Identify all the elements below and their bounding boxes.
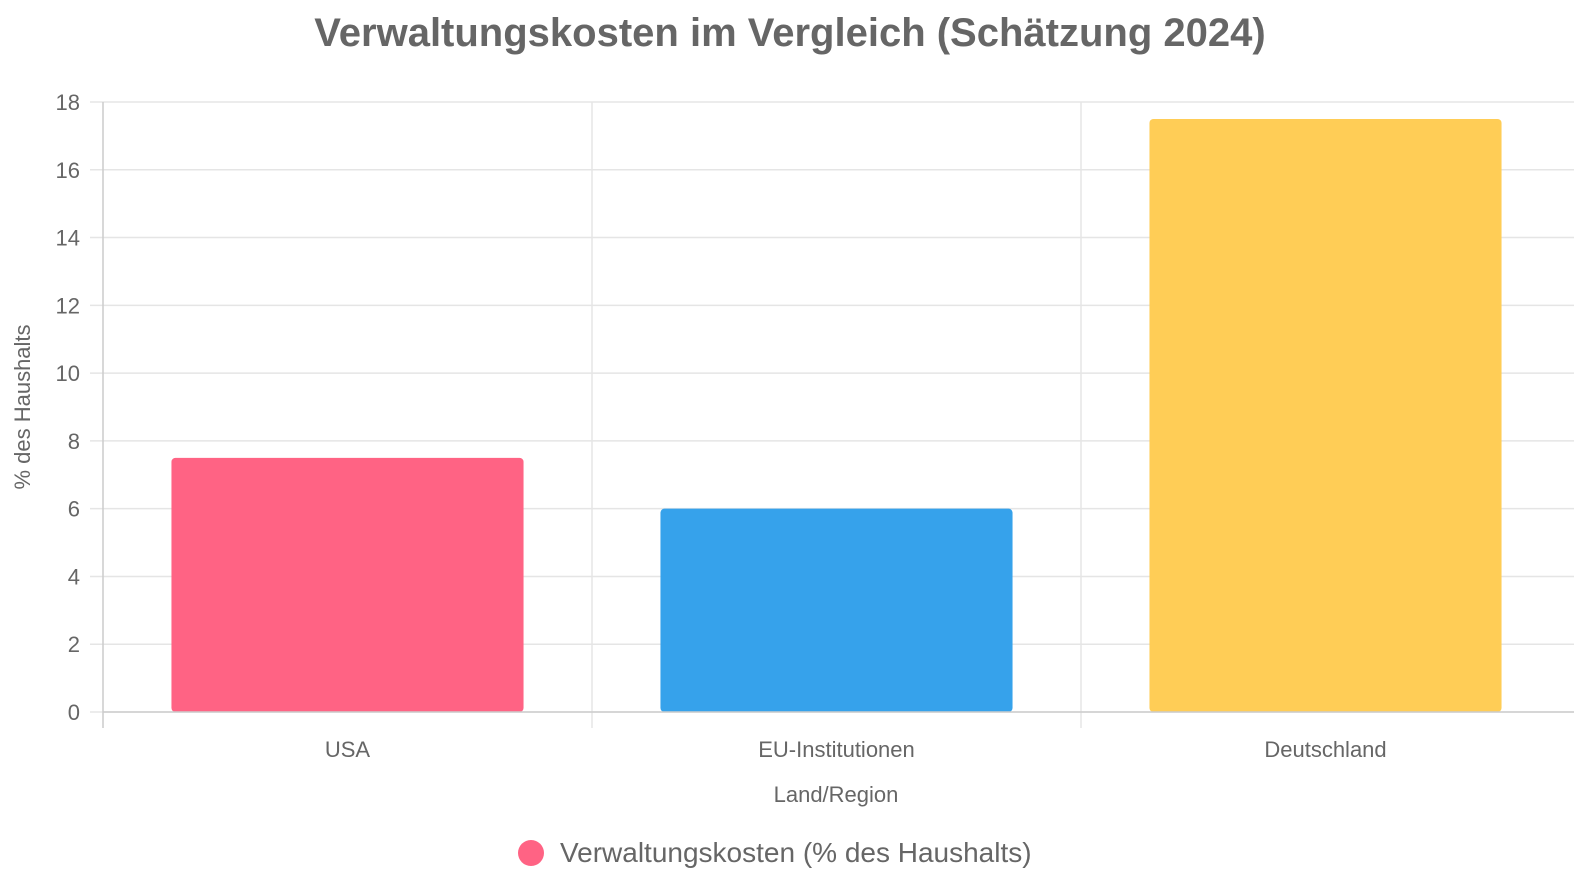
x-tick-labels: USA EU-Institutionen Deutschland xyxy=(325,737,1387,762)
y-tick-label: 8 xyxy=(68,429,80,454)
bars xyxy=(171,118,1502,712)
y-axis-title: % des Haushalts xyxy=(10,324,35,489)
y-tick-label: 10 xyxy=(56,361,80,386)
x-tick-label: Deutschland xyxy=(1264,737,1386,762)
y-tick-label: 18 xyxy=(56,90,80,115)
bar[interactable] xyxy=(171,457,524,712)
y-tick-label: 2 xyxy=(68,632,80,657)
bar[interactable] xyxy=(1149,118,1502,712)
legend-label: Verwaltungskosten (% des Haushalts) xyxy=(560,837,1032,868)
bar[interactable] xyxy=(660,508,1013,712)
y-tick-labels: 0 2 4 6 8 10 12 14 16 18 xyxy=(56,90,80,725)
legend-swatch xyxy=(518,840,544,866)
y-tick-label: 6 xyxy=(68,497,80,522)
chart-title: Verwaltungskosten im Vergleich (Schätzun… xyxy=(314,11,1265,55)
y-tick-label: 0 xyxy=(68,700,80,725)
y-tick-label: 16 xyxy=(56,158,80,183)
x-tick-label: EU-Institutionen xyxy=(758,737,915,762)
axes xyxy=(102,102,1574,728)
y-tick-label: 4 xyxy=(68,564,80,589)
y-tick-label: 14 xyxy=(56,226,80,251)
x-tick-label: USA xyxy=(325,737,371,762)
y-tick-label: 12 xyxy=(56,293,80,318)
legend[interactable]: Verwaltungskosten (% des Haushalts) xyxy=(518,837,1032,868)
x-axis-title: Land/Region xyxy=(774,782,899,807)
